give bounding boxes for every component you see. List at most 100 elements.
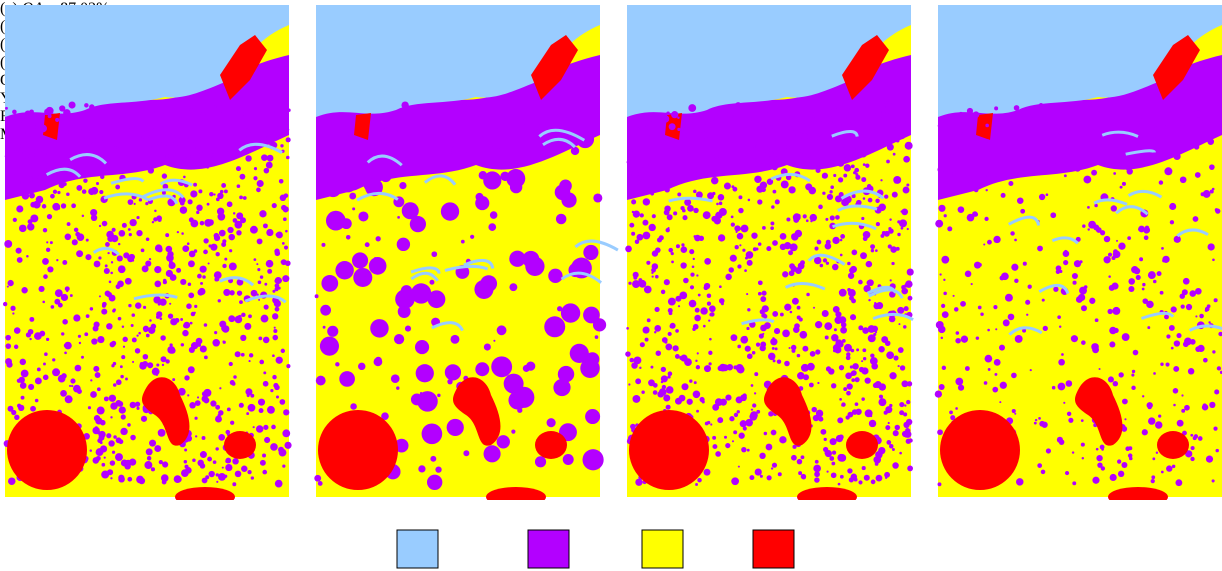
purple-speck — [1209, 402, 1215, 408]
purple-speck — [944, 214, 947, 217]
purple-speck — [141, 416, 147, 422]
purple-speck — [710, 312, 715, 317]
purple-speck — [775, 347, 778, 350]
purple-speck — [104, 396, 109, 401]
purple-speck — [645, 120, 650, 125]
purple-speck — [115, 185, 120, 190]
purple-speck — [1110, 474, 1117, 481]
purple-speck — [76, 185, 82, 191]
purple-speck — [1190, 434, 1193, 437]
purple-speck — [1133, 350, 1139, 356]
purple-speck — [1169, 121, 1173, 125]
purple-speck — [184, 460, 187, 463]
myi-large — [318, 410, 398, 490]
purple-speck — [365, 242, 370, 247]
purple-speck — [203, 250, 208, 255]
purple-speck — [1194, 110, 1201, 117]
purple-speck — [953, 295, 955, 297]
purple-speck — [29, 164, 33, 168]
purple-speck — [652, 214, 656, 218]
purple-speck — [118, 265, 126, 273]
purple-speck — [65, 130, 69, 134]
purple-speck — [874, 303, 880, 309]
purple-speck — [166, 270, 173, 277]
purple-speck — [938, 123, 944, 129]
purple-speck — [690, 272, 694, 276]
purple-speck — [863, 197, 866, 200]
purple-speck — [22, 151, 29, 158]
purple-speck — [1124, 418, 1126, 420]
purple-speck — [10, 165, 18, 173]
purple-speck — [244, 118, 247, 121]
purple-speck — [719, 285, 722, 288]
purple-speck — [738, 208, 743, 213]
purple-speck — [1205, 309, 1208, 312]
purple-speck — [230, 227, 232, 229]
purple-speck — [960, 301, 966, 307]
purple-speck — [1116, 310, 1120, 314]
purple-speck — [282, 242, 285, 245]
purple-speck — [51, 305, 55, 309]
purple-speck — [558, 366, 574, 382]
purple-speck — [905, 144, 907, 146]
purple-speck — [779, 115, 786, 122]
purple-speck — [232, 482, 236, 486]
purple-speck — [184, 449, 187, 452]
purple-speck — [901, 227, 904, 230]
purple-speck — [737, 410, 740, 413]
purple-speck — [871, 363, 878, 370]
purple-speck — [825, 105, 827, 107]
purple-speck — [886, 409, 890, 413]
purple-speck — [585, 409, 600, 424]
purple-speck — [735, 106, 739, 110]
purple-speck — [748, 199, 751, 202]
purple-speck — [152, 124, 156, 128]
purple-speck — [677, 192, 681, 196]
purple-speck — [524, 117, 539, 132]
purple-speck — [195, 146, 203, 154]
purple-speck — [113, 308, 116, 311]
purple-speck — [993, 236, 1000, 243]
purple-speck — [943, 292, 947, 296]
purple-speck — [951, 165, 958, 172]
purple-speck — [870, 244, 875, 249]
purple-speck — [775, 199, 780, 204]
purple-speck — [1213, 427, 1217, 431]
purple-speck — [789, 347, 791, 349]
purple-speck — [125, 278, 132, 285]
purple-speck — [1190, 457, 1194, 461]
purple-speck — [224, 189, 228, 193]
purple-speck — [759, 333, 764, 338]
purple-speck — [858, 280, 863, 285]
purple-speck — [850, 314, 856, 320]
purple-speck — [123, 337, 128, 342]
purple-speck — [851, 370, 857, 376]
purple-speck — [314, 475, 321, 482]
purple-speck — [979, 140, 986, 147]
purple-speck — [843, 387, 847, 391]
purple-speck — [1108, 376, 1114, 382]
purple-speck — [1169, 203, 1176, 210]
purple-speck — [286, 364, 290, 368]
purple-speck — [976, 336, 979, 339]
purple-speck — [235, 351, 241, 357]
purple-speck — [104, 457, 106, 459]
purple-speck — [692, 265, 695, 268]
purple-speck — [154, 445, 161, 452]
purple-speck — [772, 240, 778, 246]
purple-speck — [1041, 422, 1047, 428]
purple-speck — [142, 361, 148, 367]
purple-speck — [182, 330, 188, 336]
purple-speck — [490, 211, 498, 219]
purple-speck — [1014, 413, 1016, 415]
purple-speck — [1083, 132, 1087, 136]
purple-speck — [1181, 304, 1185, 308]
legend-swatch — [528, 530, 569, 568]
purple-speck — [704, 365, 711, 372]
purple-speck — [315, 294, 319, 298]
purple-speck — [203, 151, 206, 154]
purple-speck — [200, 221, 205, 226]
purple-speck — [631, 199, 636, 204]
purple-speck — [483, 171, 501, 189]
purple-speck — [118, 243, 120, 245]
